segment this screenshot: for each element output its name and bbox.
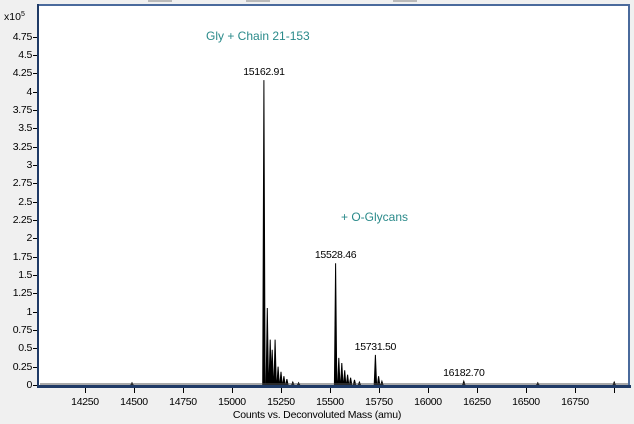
x-tick-label: 14500 (120, 396, 148, 408)
x-tick-label: 14750 (169, 396, 197, 408)
y-tick (33, 348, 37, 349)
y-tick (33, 257, 37, 258)
peak-label: 15528.46 (314, 249, 357, 262)
y-tick (33, 275, 37, 276)
y-tick (33, 92, 37, 93)
y-tick (33, 128, 37, 129)
y-tick (33, 110, 37, 111)
x-tick (183, 388, 184, 393)
x-tick (614, 388, 615, 393)
x-tick (477, 388, 478, 393)
y-tick-label: 3.75 (12, 104, 33, 116)
x-tick-label: 15000 (218, 396, 246, 408)
y-tick-label: 4.75 (12, 31, 33, 43)
peak-label: 16182.70 (443, 367, 485, 380)
y-tick-label: 0.25 (12, 361, 33, 373)
y-tick (33, 202, 37, 203)
y-tick-label: 1.75 (12, 251, 33, 263)
x-tick-label: 16500 (512, 396, 540, 408)
x-tick-label: 15750 (365, 396, 393, 408)
peak-label: 15162.91 (243, 66, 285, 79)
y-tick (33, 55, 37, 56)
y-tick-label: 3.5 (18, 122, 32, 134)
y-tick-label: 2 (26, 232, 32, 244)
y-tick (33, 385, 37, 386)
x-tick-label: 16250 (463, 396, 491, 408)
y-tick (33, 147, 37, 148)
y-tick-label: 4 (26, 86, 32, 98)
x-tick (379, 388, 380, 393)
y-axis-line (37, 4, 39, 388)
y-tick-label: 4.5 (18, 49, 32, 61)
x-axis-line (37, 385, 631, 388)
y-tick-label: 1 (26, 306, 32, 318)
y-tick (33, 330, 37, 331)
y-tick (33, 220, 37, 221)
y-tick (33, 183, 37, 184)
y-tick-label: 0.75 (12, 324, 33, 336)
top-tab-marker (148, 0, 172, 2)
x-tick-label: 15250 (267, 396, 295, 408)
y-tick (33, 73, 37, 74)
x-tick (330, 388, 331, 393)
y-tick-label: 2.25 (12, 214, 33, 226)
y-tick-label: 3 (26, 159, 32, 171)
x-tick (134, 388, 135, 393)
y-tick-label: 4.25 (12, 67, 33, 79)
y-tick (33, 293, 37, 294)
top-tab-marker (246, 0, 270, 2)
x-axis-title: Counts vs. Deconvoluted Mass (amu) (232, 409, 402, 421)
annotation-gly-chain: Gly + Chain 21-153 (206, 29, 310, 43)
y-tick-label: 1.5 (18, 269, 32, 281)
x-tick-label: 14250 (71, 396, 99, 408)
x-tick-label: 16000 (414, 396, 442, 408)
peak-label: 15731.50 (354, 340, 397, 353)
y-tick (33, 165, 37, 166)
y-tick (33, 238, 37, 239)
x-tick-label: 15500 (316, 396, 344, 408)
plot-area (38, 4, 630, 386)
y-tick-label: 2.75 (12, 177, 33, 189)
y-tick (33, 367, 37, 368)
x-tick (428, 388, 429, 393)
x-tick (526, 388, 527, 393)
annotation-o-glycans: + O-Glycans (341, 210, 409, 224)
y-tick-label: 1.25 (12, 287, 33, 299)
y-tick-label: 2.5 (18, 196, 32, 208)
y-tick-label: 0.5 (18, 342, 32, 354)
x-tick (85, 388, 86, 393)
x-tick (281, 388, 282, 393)
y-tick (33, 312, 37, 313)
x-tick-label: 16750 (561, 396, 589, 408)
y-tick (33, 37, 37, 38)
x-tick (232, 388, 233, 393)
y-tick-label: 3.25 (12, 141, 33, 153)
top-tab-marker (393, 0, 417, 2)
x-tick (575, 388, 576, 393)
y-axis-multiplier: x105 (4, 11, 25, 23)
y-tick-label: 0 (26, 379, 32, 391)
